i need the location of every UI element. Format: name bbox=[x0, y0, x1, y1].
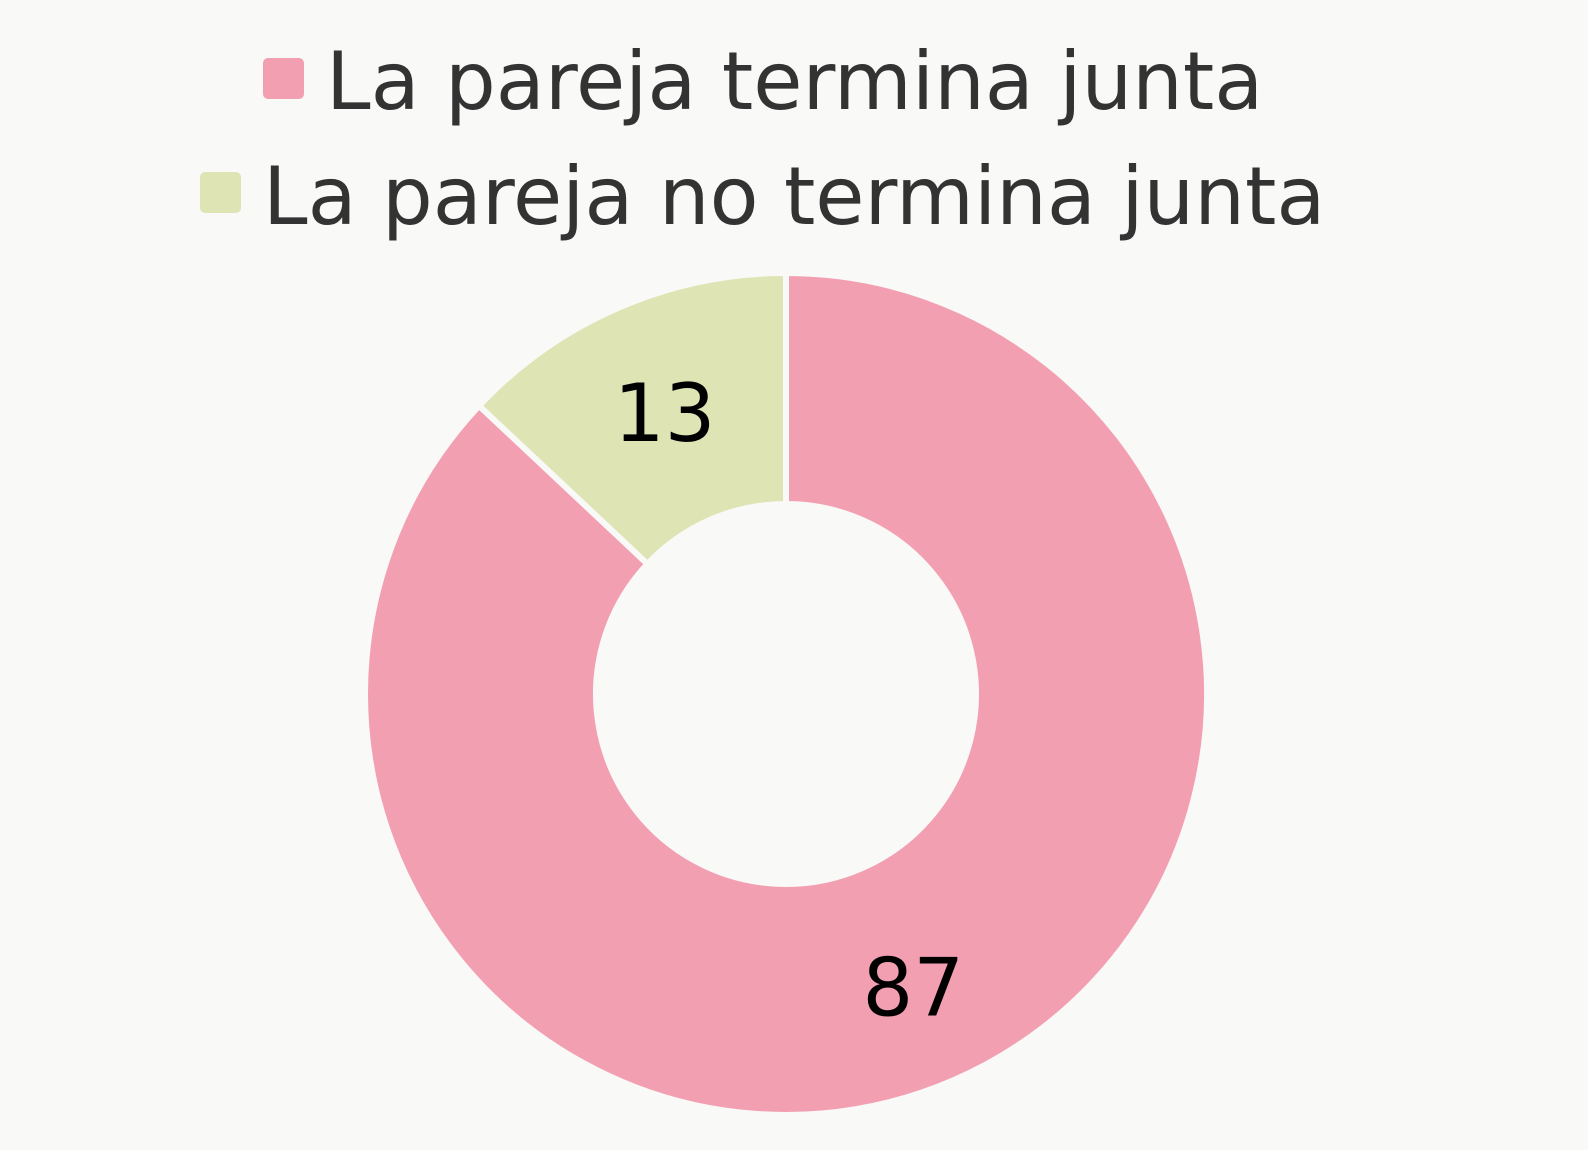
legend-label-termina-junta: La pareja termina junta bbox=[326, 35, 1263, 128]
legend-swatch-no-termina-junta bbox=[200, 172, 241, 213]
donut-data-label-1: 87 bbox=[862, 942, 964, 1035]
legend-swatch-termina-junta bbox=[263, 58, 304, 99]
donut-slice-1 bbox=[362, 270, 1210, 1118]
donut-data-label-2: 13 bbox=[614, 367, 716, 460]
legend-item-no-termina-junta: La pareja no termina junta bbox=[200, 150, 1325, 243]
donut-slice-2 bbox=[476, 270, 789, 567]
donut-slices bbox=[362, 270, 1210, 1118]
legend-item-termina-junta: La pareja termina junta bbox=[263, 35, 1263, 128]
legend: La pareja termina junta La pareja no ter… bbox=[200, 35, 1325, 243]
legend-label-no-termina-junta: La pareja no termina junta bbox=[263, 150, 1325, 243]
donut-data-labels: 87 13 bbox=[614, 367, 964, 1035]
